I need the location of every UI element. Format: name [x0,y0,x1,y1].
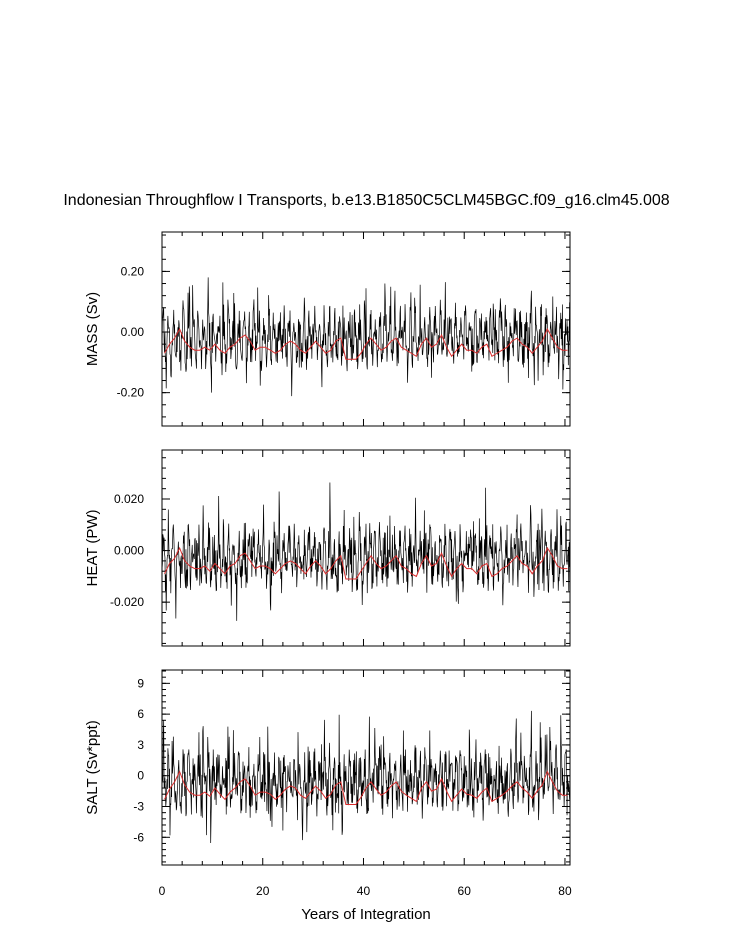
y-tick-label: -0.020 [110,595,144,609]
annual-mean-line [164,770,568,805]
monthly-series-line [161,710,570,843]
panel-heat: 0.020 0.000 -0.020 HEAT (PW) [84,449,571,647]
y-axis-title: SALT (Sv*ppt) [84,720,101,814]
y-tick-label: 9 [137,676,144,690]
y-tick-label: -0.20 [117,386,145,400]
x-tick-label: 60 [458,884,472,898]
y-tick-label: 6 [137,707,144,721]
y-tick-label: 0.020 [114,492,144,506]
x-tick-label: 80 [558,884,572,898]
y-tick-label: -3 [133,800,144,814]
plot-frame [161,449,571,647]
x-tick-label: 0 [159,884,166,898]
annual-mean-line [164,546,568,580]
plot-frame [161,669,571,866]
y-tick-label: 0.20 [121,264,145,278]
x-tick-label: 40 [357,884,371,898]
y-axis-title: HEAT (PW) [84,510,101,587]
y-tick-label: -6 [133,830,144,844]
chart-title: Indonesian Throughflow I Transports, b.e… [63,192,670,209]
y-tick-label: 0 [137,769,144,783]
panel-salt: 9 6 3 0 -3 -6 SALT (Sv*ppt) [84,669,571,866]
x-axis: Years of Integration 0 20 40 60 80 [159,884,572,923]
y-axis-title: MASS (Sv) [84,292,101,366]
x-tick-label: 20 [256,884,270,898]
annual-mean-line [164,327,568,360]
y-tick-label: 0.00 [121,325,145,339]
panel-mass: 0.20 0.00 -0.20 MASS (Sv) [84,231,571,427]
monthly-series-line [161,277,570,397]
y-tick-label: 0.000 [114,544,144,558]
y-tick-label: 3 [137,738,144,752]
x-axis-title: Years of Integration [301,906,431,923]
monthly-series-line [161,482,570,621]
